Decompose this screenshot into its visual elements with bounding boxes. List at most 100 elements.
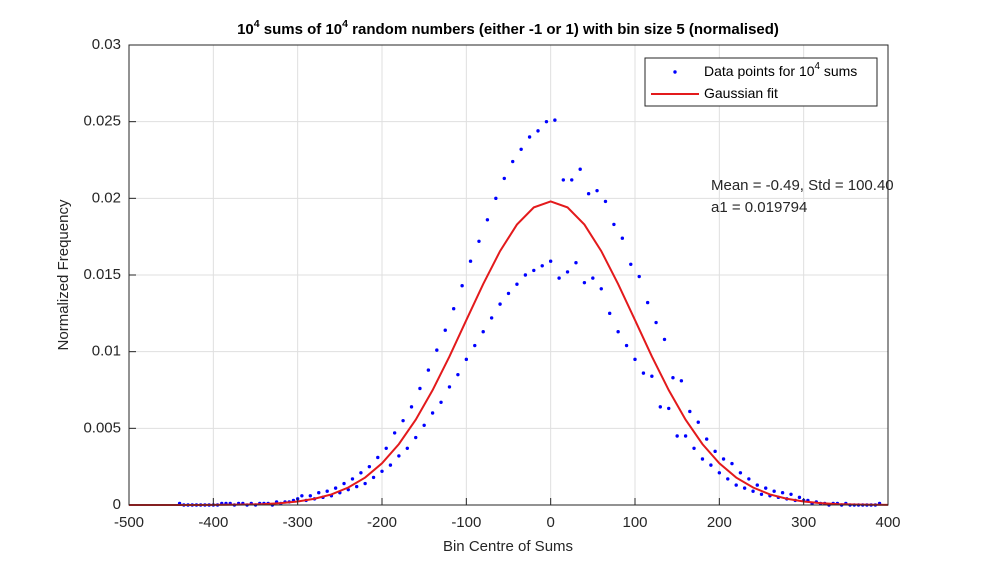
data-point bbox=[759, 492, 764, 496]
data-point bbox=[641, 371, 646, 375]
data-point bbox=[532, 268, 536, 273]
data-point bbox=[468, 259, 473, 263]
data-point bbox=[384, 446, 388, 450]
data-point bbox=[460, 284, 464, 288]
data-point bbox=[751, 489, 755, 493]
data-point bbox=[317, 491, 321, 495]
data-point bbox=[422, 423, 426, 427]
data-point bbox=[616, 330, 620, 334]
data-point bbox=[401, 418, 405, 423]
text-part: Data points for 10 bbox=[704, 63, 815, 79]
data-point bbox=[536, 129, 540, 133]
data-point bbox=[409, 405, 414, 409]
data-point bbox=[363, 481, 367, 486]
data-point bbox=[624, 343, 629, 348]
data-point bbox=[388, 463, 393, 467]
data-point bbox=[477, 239, 481, 243]
data-point bbox=[696, 420, 700, 424]
data-point bbox=[675, 434, 679, 438]
data-point bbox=[350, 477, 355, 481]
data-point bbox=[376, 455, 380, 460]
x-tick-label: 0 bbox=[546, 514, 554, 531]
data-point bbox=[392, 431, 397, 435]
y-axis-label: Normalized Frequency bbox=[55, 199, 72, 350]
data-point bbox=[371, 475, 376, 480]
data-point bbox=[355, 484, 359, 489]
legend-box bbox=[644, 57, 878, 107]
data-point bbox=[683, 434, 688, 438]
data-point bbox=[502, 176, 506, 181]
data-point bbox=[612, 222, 616, 227]
data-point bbox=[578, 167, 582, 171]
data-point bbox=[797, 495, 802, 500]
x-axis-label: Bin Centre of Sums bbox=[443, 538, 573, 555]
data-point bbox=[671, 376, 675, 380]
data-point bbox=[742, 486, 747, 490]
data-point bbox=[565, 270, 570, 274]
text-part: Gaussian fit bbox=[704, 85, 778, 101]
x-tick-label: -100 bbox=[451, 514, 481, 531]
data-point bbox=[481, 330, 485, 334]
data-point bbox=[574, 261, 578, 265]
text-part: sums bbox=[820, 63, 857, 79]
data-point bbox=[608, 311, 612, 316]
data-point bbox=[367, 464, 372, 469]
data-point bbox=[300, 494, 304, 498]
superscript: 4 bbox=[342, 18, 348, 30]
y-tick-label: 0.015 bbox=[83, 266, 121, 283]
data-point bbox=[397, 454, 401, 458]
data-point bbox=[717, 471, 722, 475]
y-tick-label: 0.025 bbox=[83, 113, 121, 130]
y-tick-label: 0.03 bbox=[92, 36, 121, 53]
data-point bbox=[473, 343, 477, 348]
legend-label: Data points for 104 sums bbox=[704, 61, 857, 79]
x-tick-label: 400 bbox=[875, 514, 900, 531]
data-point bbox=[435, 348, 439, 352]
x-tick-label: -200 bbox=[367, 514, 397, 531]
y-tick-label: 0 bbox=[113, 496, 121, 513]
data-point bbox=[734, 483, 738, 487]
data-point bbox=[544, 119, 549, 124]
data-point bbox=[430, 411, 435, 415]
data-point bbox=[645, 300, 650, 305]
data-point bbox=[595, 188, 599, 193]
text-part: 10 bbox=[237, 21, 254, 38]
data-point bbox=[620, 236, 625, 240]
data-point bbox=[553, 118, 557, 122]
data-point bbox=[557, 276, 561, 280]
data-point bbox=[764, 486, 768, 490]
x-tick-label: -400 bbox=[198, 514, 228, 531]
data-point bbox=[414, 435, 418, 440]
data-point bbox=[515, 282, 519, 286]
data-point bbox=[704, 437, 709, 441]
data-point bbox=[570, 178, 574, 182]
data-point bbox=[667, 406, 671, 411]
data-point bbox=[709, 463, 713, 467]
data-point bbox=[755, 483, 759, 487]
data-point bbox=[721, 457, 726, 461]
data-point bbox=[519, 147, 523, 151]
data-point bbox=[548, 259, 553, 263]
fit-line bbox=[129, 200, 889, 506]
data-point bbox=[523, 273, 528, 277]
data-point bbox=[325, 489, 329, 493]
data-point bbox=[692, 446, 696, 450]
data-point bbox=[738, 471, 743, 475]
data-point bbox=[658, 405, 662, 409]
data-point bbox=[726, 477, 730, 481]
data-point bbox=[747, 477, 751, 481]
x-tick-label: 200 bbox=[707, 514, 732, 531]
data-point bbox=[308, 494, 313, 498]
data-point bbox=[637, 274, 641, 279]
data-point bbox=[359, 471, 363, 475]
data-point bbox=[426, 368, 431, 372]
data-point bbox=[599, 287, 603, 291]
data-point bbox=[586, 192, 591, 196]
data-point bbox=[447, 385, 452, 389]
x-tick-label: 300 bbox=[791, 514, 816, 531]
data-point bbox=[591, 276, 595, 280]
data-point bbox=[561, 178, 566, 182]
legend-label: Gaussian fit bbox=[704, 85, 778, 101]
data-point bbox=[498, 302, 502, 306]
